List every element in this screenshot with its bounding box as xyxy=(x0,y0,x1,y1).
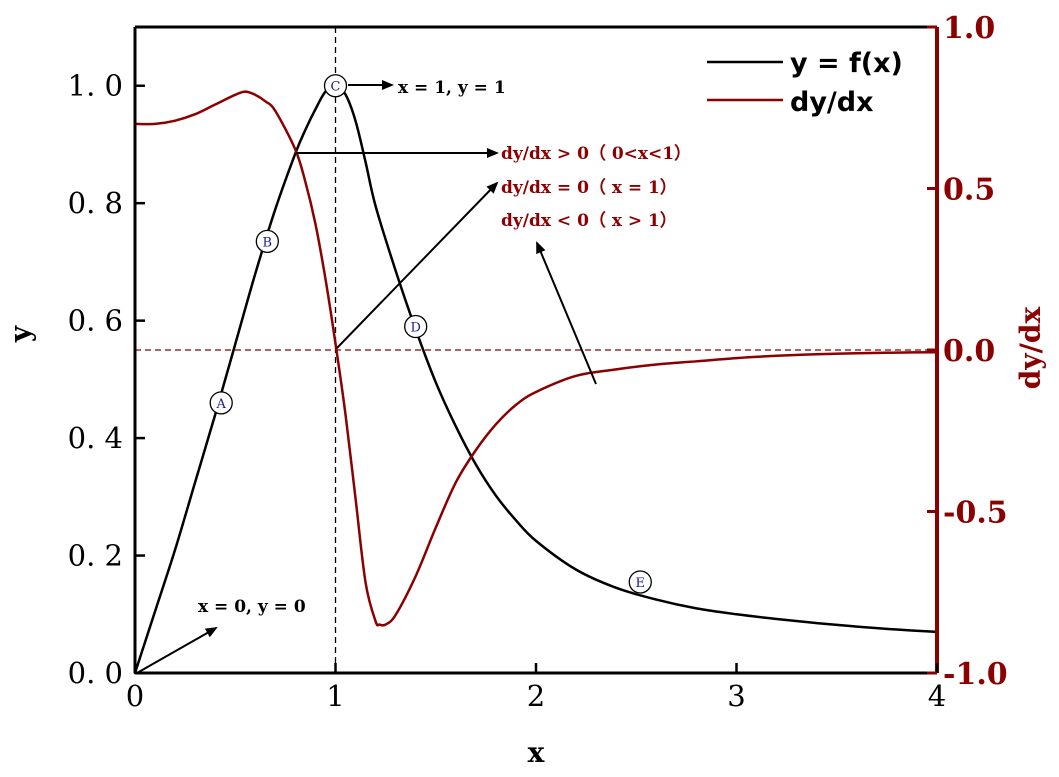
x-tick-label: 1 xyxy=(326,679,344,713)
legend-label-dydx: dy/dx xyxy=(790,87,874,118)
point-label-b: B xyxy=(263,235,273,250)
x-tick-label: 3 xyxy=(727,679,745,713)
point-label-d: D xyxy=(410,321,420,336)
y2-tick-label: 0.5 xyxy=(943,173,995,208)
annotation-zero-slope: dy/dx = 0（ x = 1） xyxy=(501,177,677,198)
x-tick-label: 4 xyxy=(928,679,946,713)
arrow-to-origin-label xyxy=(136,627,218,674)
point-marker-d xyxy=(404,314,428,339)
point-label-a: A xyxy=(216,397,227,412)
x-tick-label: 0 xyxy=(126,679,144,713)
point-marker-c xyxy=(323,74,348,98)
point-marker-e xyxy=(628,570,652,594)
y2-tick-label: 1.0 xyxy=(943,11,995,46)
annotation-origin-label: x = 0, y = 0 xyxy=(198,597,306,617)
y2-tick-label: -1.0 xyxy=(943,657,1008,692)
y2-tick-label: -0.5 xyxy=(943,496,1008,531)
legend-label-y: y = f(x) xyxy=(790,48,903,79)
y2-axis-title: dy/dx xyxy=(1014,307,1047,390)
annotation-positive-slope: dy/dx > 0（ 0<x<1） xyxy=(501,143,691,164)
x-axis-title: x xyxy=(528,736,545,769)
point-label-c: C xyxy=(331,80,341,95)
y-axis-title: y xyxy=(4,325,37,343)
annotation-arrows xyxy=(136,80,597,674)
y2-tick-label: 0.0 xyxy=(943,334,995,369)
y-tick-label: 0. 2 xyxy=(68,539,123,573)
series-line-y xyxy=(133,84,939,675)
point-label-e: E xyxy=(636,576,646,591)
y-tick-label: 1. 0 xyxy=(68,69,123,103)
y-tick-label: 0. 8 xyxy=(68,186,123,220)
point-marker-b xyxy=(255,229,279,254)
series-line-dydx xyxy=(133,90,939,627)
y-tick-label: 0. 6 xyxy=(68,304,123,338)
x-tick-label: 2 xyxy=(527,679,545,713)
arrow-negative-slope xyxy=(536,241,597,385)
point-marker-a xyxy=(209,391,233,415)
arrow-zero-slope xyxy=(336,181,499,349)
y-tick-label: 0. 4 xyxy=(68,421,123,455)
y-tick-label: 0. 0 xyxy=(68,656,123,690)
legend: y = f(x) dy/dx xyxy=(707,48,903,118)
annotation-c-label: x = 1, y = 1 xyxy=(398,78,506,98)
annotation-negative-slope: dy/dx < 0（ x > 1） xyxy=(501,210,677,231)
